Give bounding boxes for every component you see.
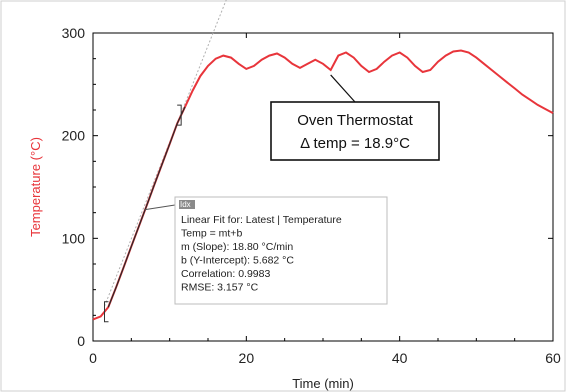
linear-fit-box-frame (174, 196, 388, 305)
x-tick-label: 40 (392, 350, 408, 366)
y-tick-label: 100 (62, 230, 86, 246)
fit-range-bracket (177, 104, 182, 126)
x-tick-label: 20 (239, 350, 255, 366)
x-tick-label: 60 (545, 350, 561, 366)
y-axis-title: Temperature (°C) (28, 137, 43, 237)
linear-fit-box-tag (179, 200, 195, 209)
annotation-line-2: Δ temp = 18.9°C (300, 135, 410, 152)
fit-box-line: b (Y-Intercept): 5.682 °C (181, 255, 294, 267)
y-tick-label: 0 (77, 333, 85, 349)
fit-range-bracket (104, 301, 109, 323)
fit-range-brackets (104, 104, 182, 323)
fit-box-line: Linear Fit for: Latest | Temperature (181, 214, 342, 226)
fitted-region-line (107, 106, 186, 308)
y-tick-label: 300 (62, 25, 86, 41)
annotation-box (270, 101, 440, 161)
fit-box-leader (145, 204, 176, 211)
y-tick-label: 200 (62, 128, 86, 144)
annotation-line-1: Oven Thermostat (297, 112, 413, 129)
fit-box-line: Temp = mt+b (181, 228, 242, 240)
linear-fit-box[interactable]: Idx Linear Fit for: Latest | Temperature… (174, 196, 388, 305)
axis-ticks: 0 20 40 60 0 100 200 300 (62, 25, 561, 366)
fit-box-line: RMSE: 3.157 °C (181, 282, 259, 294)
linear-fit-box-tag-label: Idx (180, 200, 191, 209)
annotation-callout[interactable]: Oven Thermostat Δ temp = 18.9°C (270, 101, 440, 161)
fit-box-line: m (Slope): 18.80 °C/min (181, 241, 293, 253)
x-tick-label: 0 (89, 350, 97, 366)
x-axis-title: Time (min) (292, 376, 354, 391)
annotation-leader (330, 74, 356, 103)
fit-box-line: Correlation: 0.9983 (181, 268, 270, 280)
